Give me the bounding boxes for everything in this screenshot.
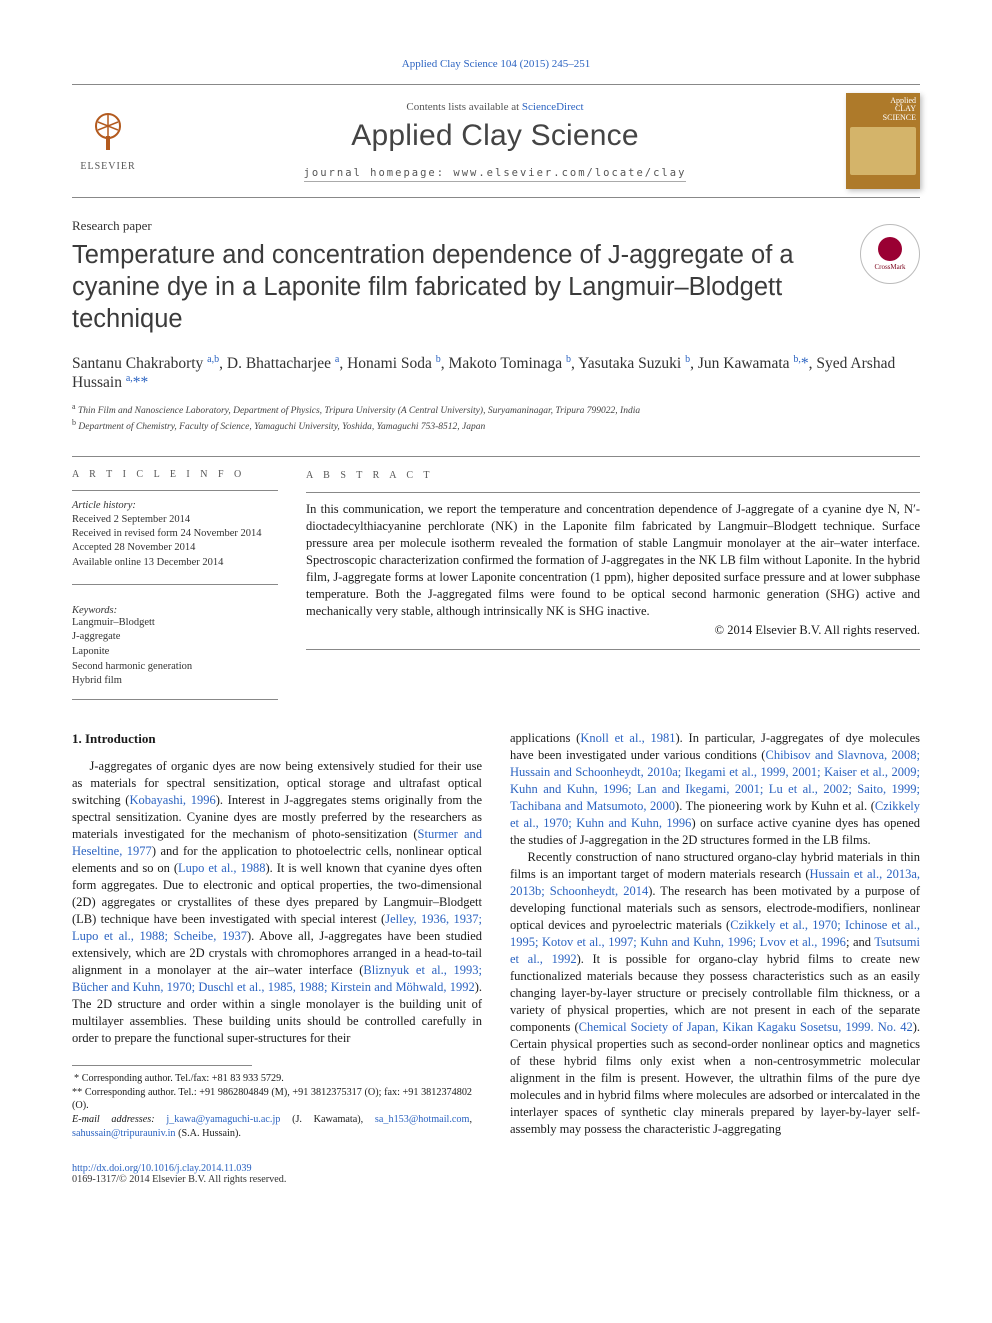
crossmark-label: CrossMark [874,263,905,271]
history-received: Received 2 September 2014 [72,513,278,527]
emails: E-mail addresses: j_kawa@yamaguchi-u.ac.… [72,1113,472,1141]
journal-cover-thumb: Applied CLAY SCIENCE [846,93,920,189]
citation-vol: 104 (2015) 245–251 [500,58,590,70]
article-type: Research paper [72,218,920,234]
sciencedirect-link[interactable]: ScienceDirect [522,101,584,113]
elsevier-wordmark: ELSEVIER [80,161,135,172]
affil-a: Thin Film and Nanoscience Laboratory, De… [78,406,640,416]
abstract-text: In this communication, we report the tem… [306,501,920,620]
crossmark-badge[interactable]: CrossMark [860,224,920,284]
keyword: Hybrid film [72,674,278,689]
corr-2-text: Corresponding author. Tel.: +91 98628048… [72,1087,472,1112]
email-link[interactable]: j_kawa@yamaguchi-u.ac.jp [166,1114,280,1125]
page-footer: http://dx.doi.org/10.1016/j.clay.2014.11… [72,1163,920,1185]
masthead-center: Contents lists available at ScienceDirec… [162,101,828,182]
abstract-label: A B S T R A C T [306,469,920,483]
authors: Santanu Chakraborty a,b, D. Bhattacharje… [72,354,920,392]
footnotes: * Corresponding author. Tel./fax: +81 83… [72,1072,472,1141]
section-rule-1 [72,456,920,457]
affiliations: a Thin Film and Nanoscience Laboratory, … [72,402,920,434]
crossmark-icon [878,237,902,261]
meta-grid: A R T I C L E I N F O Article history: R… [72,469,920,689]
history-block: Article history: Received 2 September 20… [72,499,278,570]
affil-b: Department of Chemistry, Faculty of Scie… [78,422,485,432]
email-1-name: (J. Kawamata), [292,1114,363,1125]
intro-para-3: Recently construction of nano structured… [510,849,920,1138]
keyword: Langmuir–Blodgett [72,616,278,631]
elsevier-tree-icon [86,110,130,161]
email-link[interactable]: sahussain@tripurauniv.in [72,1128,176,1139]
journal-homepage-line: journal homepage: www.elsevier.com/locat… [162,163,828,182]
keyword: Laponite [72,645,278,660]
intro-para-2: applications (Knoll et al., 1981). In pa… [510,730,920,849]
cover-image-placeholder [850,127,916,175]
corr-2: ** Corresponding author. Tel.: +91 98628… [72,1086,472,1114]
history-accepted: Accepted 28 November 2014 [72,541,278,555]
meta-bottom-rule [72,699,278,700]
citation-header: Applied Clay Science 104 (2015) 245–251 [72,58,920,70]
article-title: Temperature and concentration dependence… [72,240,822,336]
corr-1-text: Corresponding author. Tel./fax: +81 83 9… [82,1073,284,1084]
abstract-rule [306,492,920,493]
body-columns: 1. Introduction J-aggregates of organic … [72,730,920,1141]
keyword: Second harmonic generation [72,660,278,675]
journal-hp-url: www.elsevier.com/locate/clay [453,167,686,179]
masthead: ELSEVIER Contents lists available at Sci… [72,84,920,198]
email-link[interactable]: sa_h153@hotmail.com [375,1114,470,1125]
journal-name: Applied Clay Science [162,119,828,153]
email-3-name: (S.A. Hussain). [178,1128,241,1139]
abstract-rule-bottom [306,649,920,650]
article-info-rule [72,490,278,491]
intro-para-1: J-aggregates of organic dyes are now bei… [72,758,482,1047]
keywords-rule [72,584,278,585]
keywords-list: Langmuir–Blodgett J-aggregate Laponite S… [72,616,278,689]
citation-link[interactable]: Applied Clay Science 104 (2015) 245–251 [402,58,591,70]
issn-rights: 0169-1317/© 2014 Elsevier B.V. All right… [72,1174,920,1185]
abstract: A B S T R A C T In this communication, w… [306,469,920,689]
article-info: A R T I C L E I N F O Article history: R… [72,469,278,689]
history-header: Article history: [72,499,278,513]
abstract-rights: © 2014 Elsevier B.V. All rights reserved… [306,622,920,639]
journal-hp-label: journal homepage: [304,167,454,179]
doi-link[interactable]: http://dx.doi.org/10.1016/j.clay.2014.11… [72,1163,252,1174]
contents-line: Contents lists available at ScienceDirec… [162,101,828,113]
keywords-header: Keywords: [72,605,278,616]
footnotes-rule [72,1065,252,1066]
elsevier-logo: ELSEVIER [72,101,144,181]
keyword: J-aggregate [72,630,278,645]
article-info-label: A R T I C L E I N F O [72,469,278,480]
history-revised: Received in revised form 24 November 201… [72,527,278,541]
corr-1: * Corresponding author. Tel./fax: +81 83… [72,1072,472,1086]
cover-title: Applied CLAY SCIENCE [850,97,916,122]
citation-journal: Applied Clay Science [402,58,498,70]
contents-line-pre: Contents lists available at [406,101,521,113]
cover-footer [850,179,916,185]
emails-label: E-mail addresses: [72,1114,155,1125]
cover-l3: SCIENCE [883,113,916,122]
intro-heading: 1. Introduction [72,730,482,748]
history-online: Available online 13 December 2014 [72,556,278,570]
